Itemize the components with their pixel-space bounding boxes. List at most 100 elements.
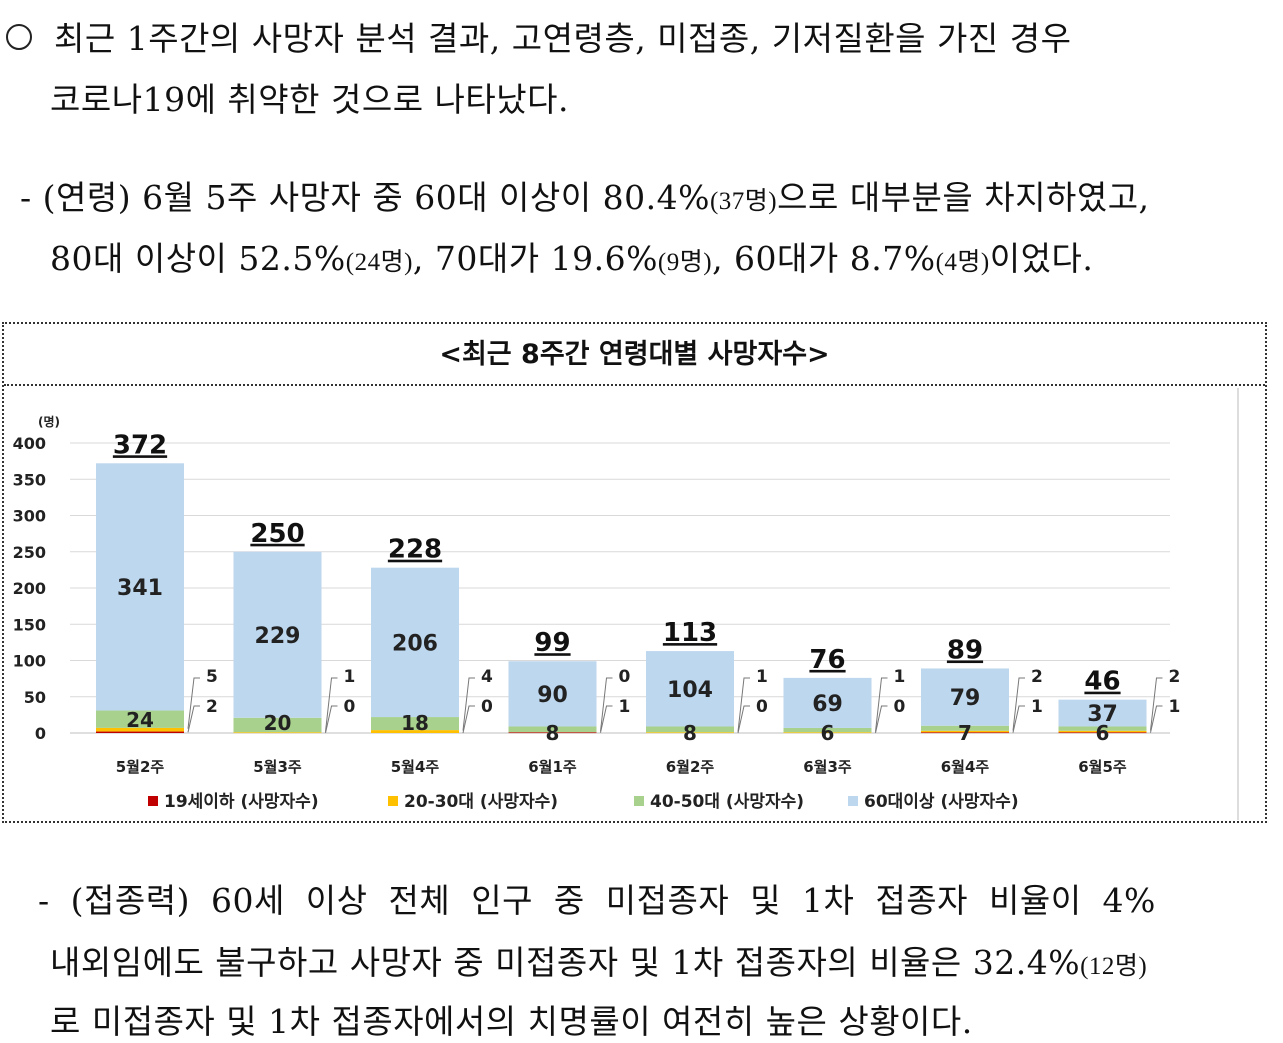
bar-segment — [371, 730, 459, 733]
total-label: 372 — [113, 430, 167, 460]
data-label-40-50: 20 — [264, 711, 292, 735]
data-label-60plus: 79 — [950, 686, 981, 711]
vacc-text-2b: (12명) — [1080, 953, 1148, 980]
data-label-19-under: 1 — [619, 697, 631, 717]
vacc-line-1: - (접종력) 60세 이상 전체 인구 중 미접종자 및 1차 접종자 비율이… — [38, 881, 1156, 920]
total-label: 228 — [388, 535, 442, 565]
x-tick-label: 5월2주 — [116, 758, 165, 776]
y-tick-label: 400 — [13, 434, 46, 453]
data-label-60plus: 37 — [1087, 702, 1118, 727]
y-tick-label: 200 — [13, 579, 46, 598]
data-label-40-50: 8 — [683, 721, 697, 745]
legend-swatch — [148, 796, 158, 806]
data-label-20-30: 2 — [1169, 667, 1181, 687]
data-label-19-under: 0 — [481, 697, 493, 717]
leader-line — [325, 677, 338, 732]
legend-swatch — [388, 796, 398, 806]
data-label-19-under: 1 — [1169, 697, 1181, 717]
age-text-1a: - (연령) 6월 5주 사망자 중 60대 이상이 80.4% — [20, 178, 710, 217]
age-text-2g: 이었다. — [989, 239, 1094, 278]
leader-line — [325, 705, 338, 734]
age-text-2c: , 70대가 19.6% — [412, 239, 658, 278]
bar-segment — [371, 567, 459, 718]
data-label-40-50: 7 — [958, 721, 972, 745]
bar-segment — [783, 732, 872, 734]
age-text-2b: (24명) — [345, 249, 413, 276]
data-label-60plus: 69 — [812, 692, 843, 717]
y-tick-label: 300 — [13, 507, 46, 526]
y-tick-label: 0 — [35, 724, 46, 743]
bar-segment — [508, 732, 597, 734]
bar-segment — [1058, 726, 1147, 731]
bar-segment — [921, 668, 1009, 726]
data-label-20-30: 1 — [894, 667, 906, 687]
data-label-20-30: 4 — [481, 667, 493, 687]
leader-line — [1012, 677, 1025, 731]
bar-segment — [96, 727, 184, 732]
data-label-20-30: 5 — [206, 667, 218, 687]
bar-segment — [646, 651, 734, 727]
leader-line — [187, 705, 200, 733]
data-label-40-50: 6 — [821, 721, 835, 745]
bar-segment — [233, 732, 322, 734]
age-text-2f: (4명) — [935, 249, 990, 276]
leader-line — [600, 705, 613, 733]
total-label: 113 — [663, 618, 717, 648]
y-tick-label: 100 — [13, 652, 46, 671]
bar-segment — [371, 717, 459, 731]
x-tick-label: 5월4주 — [391, 758, 440, 776]
bar-segment — [646, 732, 734, 734]
age-text-2e: , 60대가 8.7% — [712, 239, 936, 278]
data-label-20-30: 0 — [619, 667, 631, 687]
vacc-line-2: 내외임에도 불구하고 사망자 중 미접종자 및 1차 접종자의 비율은 32.4… — [50, 936, 1147, 984]
data-label-40-50: 6 — [1096, 721, 1110, 745]
leader-line — [462, 705, 475, 734]
circle-bullet-icon — [6, 24, 32, 50]
leader-line — [737, 677, 750, 732]
bar-segment — [508, 661, 597, 727]
x-tick-label: 6월3주 — [803, 758, 852, 776]
total-label: 76 — [809, 645, 845, 675]
total-label: 89 — [947, 635, 983, 665]
data-label-40-50: 8 — [546, 721, 560, 745]
age-text-1b: (37명) — [709, 188, 778, 215]
total-label: 46 — [1084, 667, 1120, 697]
bar-segment — [1058, 732, 1147, 734]
bar-segment — [921, 732, 1009, 734]
data-label-19-under: 0 — [344, 697, 356, 717]
leader-line — [1012, 705, 1025, 733]
bar-segment — [96, 731, 184, 733]
x-tick-label: 6월1주 — [528, 758, 577, 776]
chart-title: <최근 8주간 연령대별 사망자수> — [4, 324, 1265, 386]
legend-label: 19세이하 (사망자수) — [164, 792, 319, 812]
summary-line-2: 코로나19에 취약한 것으로 나타났다. — [50, 80, 569, 119]
leader-line — [600, 677, 613, 732]
bar-segment — [921, 730, 1009, 733]
total-label: 250 — [250, 519, 304, 549]
bar-segment — [646, 726, 734, 733]
legend-label: 40-50대 (사망자수) — [650, 792, 804, 812]
leader-line — [1150, 705, 1163, 733]
age-text-2d: (9명) — [657, 249, 713, 276]
y-tick-label: 350 — [13, 470, 46, 489]
leader-line — [1150, 677, 1163, 731]
x-tick-label: 6월4주 — [941, 758, 990, 776]
y-tick-label: 150 — [13, 615, 46, 634]
age-line-2: 80대 이상이 52.5%(24명), 70대가 19.6%(9명), 60대가… — [50, 232, 1093, 280]
vacc-text-2a: 내외임에도 불구하고 사망자 중 미접종자 및 1차 접종자의 비율은 32.4… — [50, 943, 1081, 982]
y-axis-label: (명) — [38, 415, 60, 429]
leader-line — [462, 677, 475, 731]
data-label-19-under: 1 — [1031, 697, 1043, 717]
vacc-line-3: 로 미접종자 및 1차 접종자에서의 치명률이 여전히 높은 상황이다. — [50, 1002, 973, 1041]
chart-container: <최근 8주간 연령대별 사망자수> — [2, 322, 1267, 823]
bar-segment — [783, 677, 872, 728]
legend-label: 60대이상 (사망자수) — [864, 792, 1019, 812]
data-label-19-under: 0 — [894, 697, 906, 717]
summary-line-1: 최근 1주간의 사망자 분석 결과, 고연령층, 미접종, 기저질환을 가진 경… — [6, 12, 1071, 60]
leader-line — [737, 705, 750, 734]
data-label-60plus: 90 — [537, 683, 568, 708]
y-tick-label: 50 — [24, 688, 46, 707]
bar-segment — [1058, 699, 1147, 727]
data-label-19-under: 2 — [206, 697, 218, 717]
